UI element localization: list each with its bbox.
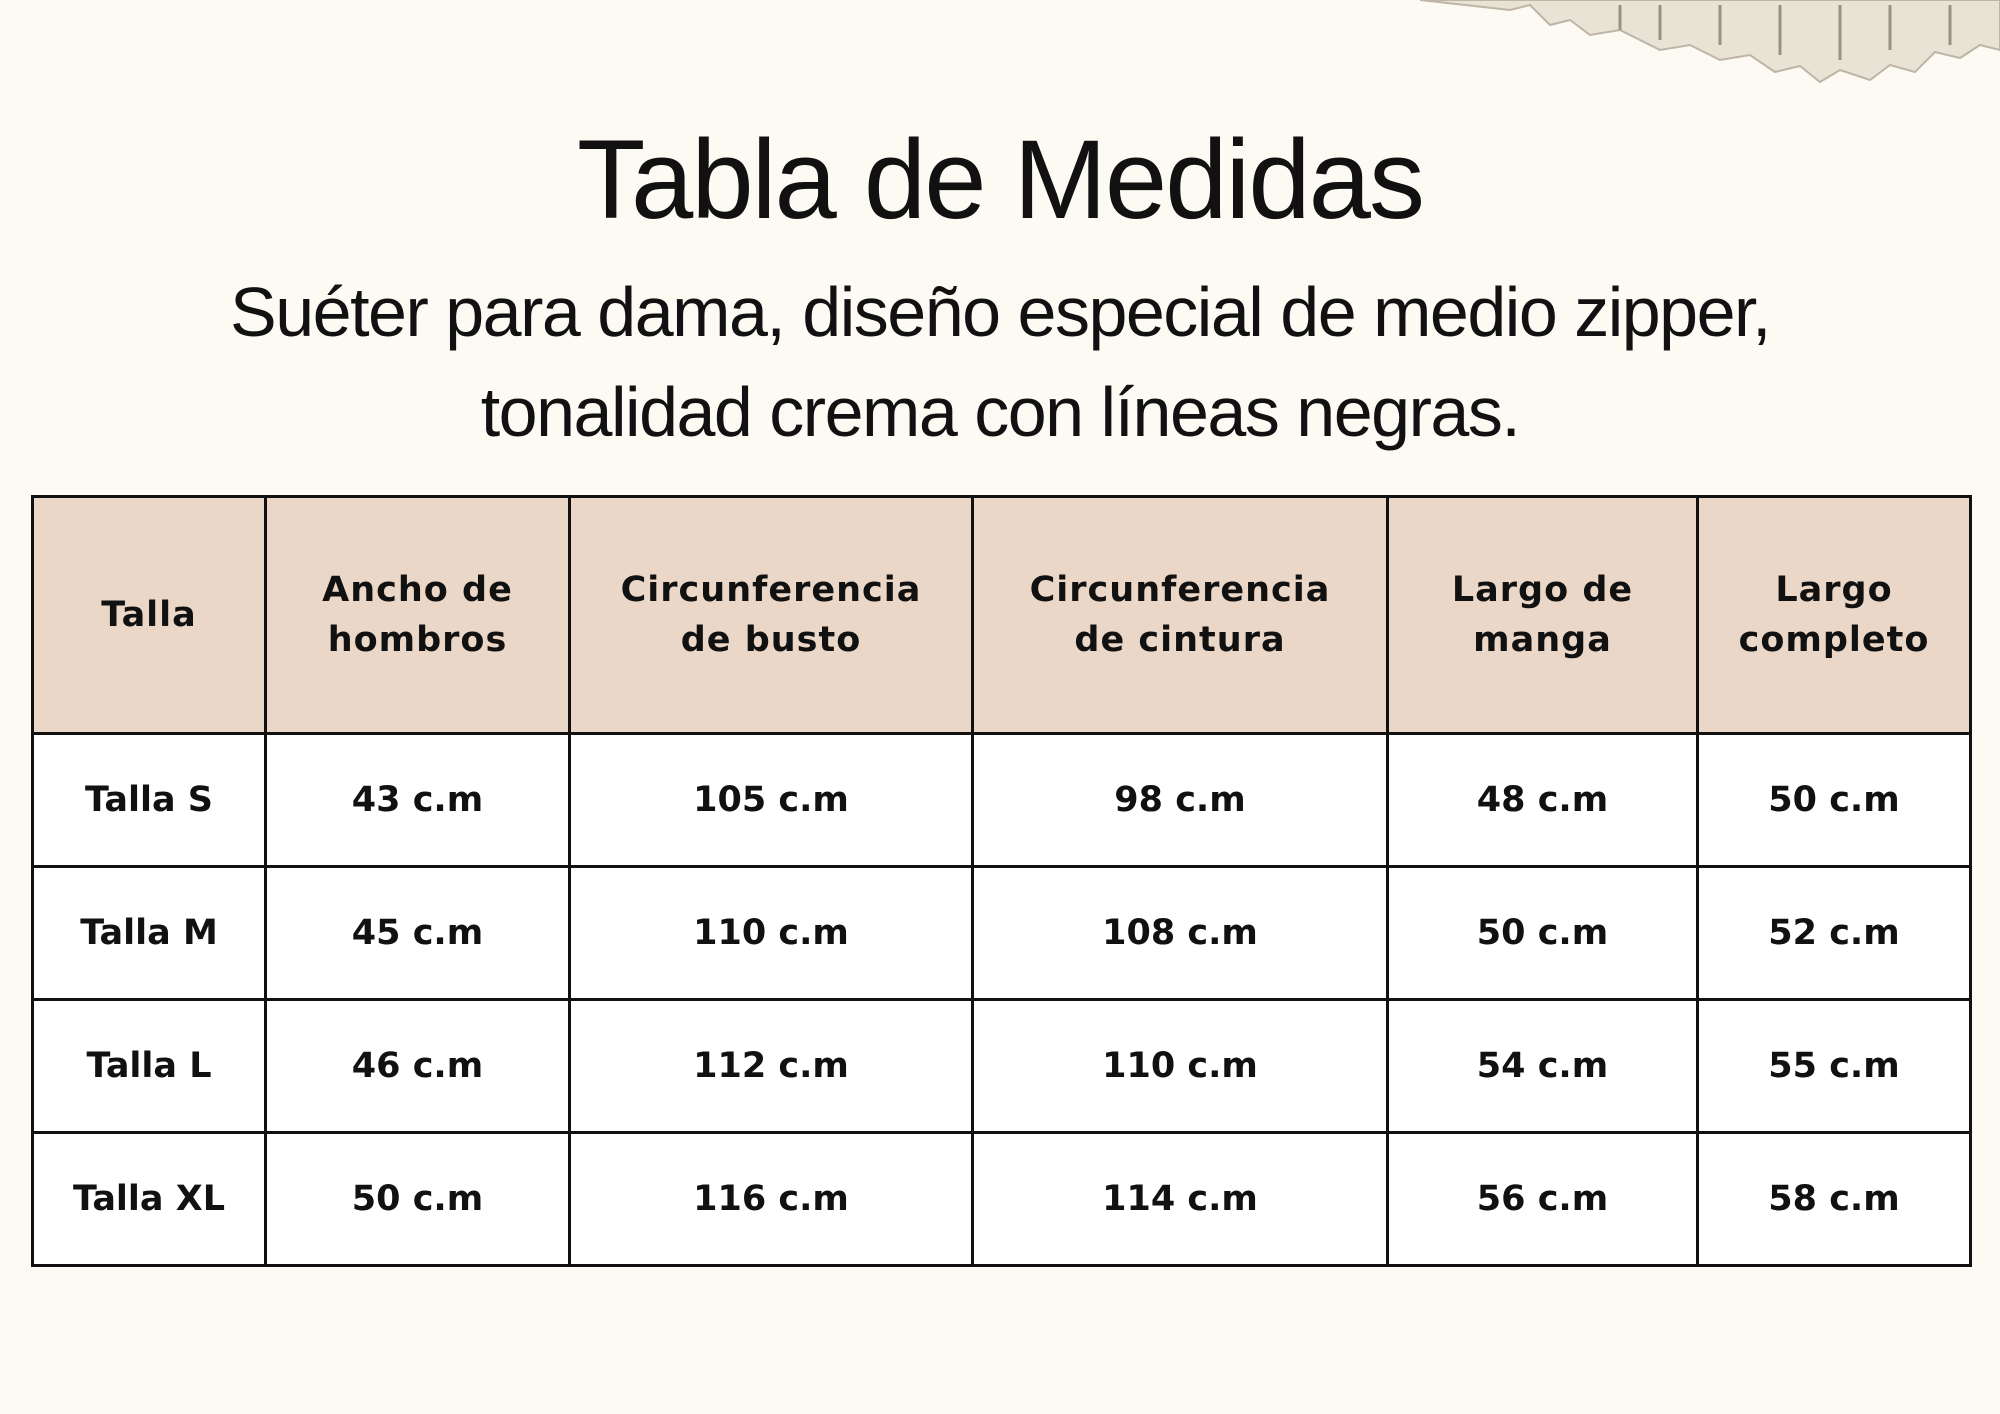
header-row: Talla Ancho de hombros Circunferencia de b… <box>31 495 1972 735</box>
table-cell: 116 c.m <box>568 1131 974 1267</box>
table-cell: 110 c.m <box>971 998 1389 1134</box>
table-cell: 50 c.m <box>264 1131 571 1267</box>
table-row: Talla S 43 c.m 105 c.m 98 c.m 48 c.m 50 c.m <box>31 732 1972 868</box>
title: Tabla de Medidas <box>577 117 1425 242</box>
table-cell: 114 c.m <box>971 1131 1389 1267</box>
header-cell: Circunferencia de busto <box>568 495 974 735</box>
table-cell: 56 c.m <box>1386 1131 1699 1267</box>
paper-print <box>1618 5 1952 60</box>
table-cell: 50 c.m <box>1696 732 1972 868</box>
table-cell: Talla M <box>31 865 267 1001</box>
table-cell: 98 c.m <box>971 732 1389 868</box>
table-cell: 43 c.m <box>264 732 571 868</box>
table-cell: Talla S <box>31 732 267 868</box>
header-cell: Ancho de hombros <box>264 495 571 735</box>
subtitle-line: Suéter para dama, diseño especial de med… <box>230 273 1771 351</box>
size-table: Talla Ancho de hombros Circunferencia de b… <box>31 495 1972 1267</box>
table-cell: 48 c.m <box>1386 732 1699 868</box>
table-cell: 110 c.m <box>568 865 974 1001</box>
table-cell: 58 c.m <box>1696 1131 1972 1267</box>
table-cell: 112 c.m <box>568 998 974 1134</box>
header-cell: Talla <box>31 495 267 735</box>
table-row: Talla L 46 c.m 112 c.m 110 c.m 54 c.m 55 c.m <box>31 998 1972 1134</box>
header-cell: Largo completo <box>1696 495 1972 735</box>
paper-scrap <box>1420 0 2000 84</box>
header-cell: Circunferencia de cintura <box>971 495 1389 735</box>
table-cell: 52 c.m <box>1696 865 1972 1001</box>
subtitle-line: tonalidad crema con líneas negras. <box>480 373 1521 451</box>
torn-paper-decoration <box>1420 0 2000 84</box>
table-cell: 46 c.m <box>264 998 571 1134</box>
table-cell: 108 c.m <box>971 865 1389 1001</box>
subtitle: Suéter para dama, diseño especial de med… <box>0 262 2000 462</box>
table-row: Talla M 45 c.m 110 c.m 108 c.m 50 c.m 52 c.m <box>31 865 1972 1001</box>
table-cell: 50 c.m <box>1386 865 1699 1001</box>
table-cell: 55 c.m <box>1696 998 1972 1134</box>
table-cell: 54 c.m <box>1386 998 1699 1134</box>
header-cell: Largo de manga <box>1386 495 1699 735</box>
table-cell: 105 c.m <box>568 732 974 868</box>
table-row: Talla XL 50 c.m 116 c.m 114 c.m 56 c.m 58 c.m <box>31 1131 1972 1267</box>
table-cell: Talla L <box>31 998 267 1134</box>
table-cell: 45 c.m <box>264 865 571 1001</box>
table-cell: Talla XL <box>31 1131 267 1267</box>
